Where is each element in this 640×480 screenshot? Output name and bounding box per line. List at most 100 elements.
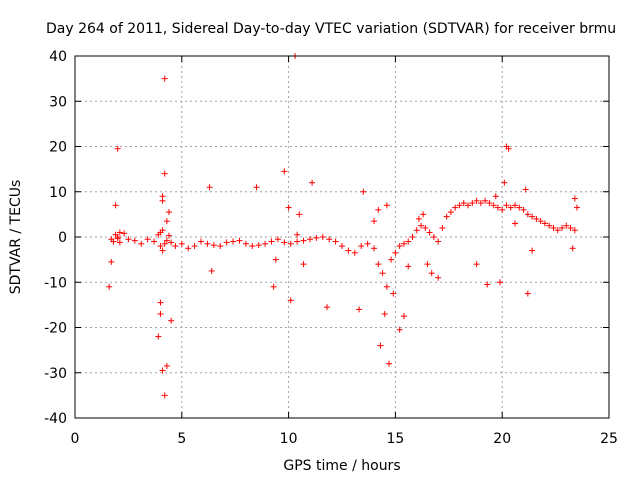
data-point — [159, 193, 166, 200]
data-point — [285, 204, 292, 211]
data-point — [405, 263, 412, 270]
data-point — [405, 238, 412, 245]
data-point — [482, 197, 489, 204]
data-point — [131, 237, 138, 244]
data-point — [541, 220, 548, 227]
data-point — [452, 204, 459, 211]
data-point — [529, 213, 536, 220]
data-point — [469, 200, 476, 207]
data-point — [208, 267, 215, 274]
data-point — [281, 168, 288, 175]
data-point — [125, 236, 132, 243]
data-point — [191, 243, 198, 250]
data-point — [287, 297, 294, 304]
data-point — [571, 227, 578, 234]
data-point — [392, 249, 399, 256]
data-point — [281, 239, 288, 246]
data-point — [112, 202, 119, 209]
data-point — [381, 310, 388, 317]
data-point — [230, 238, 237, 245]
data-point — [424, 261, 431, 268]
data-point — [473, 261, 480, 268]
y-tick-label: -10 — [44, 275, 67, 291]
data-point — [351, 249, 358, 256]
data-point — [178, 240, 185, 247]
data-point — [324, 304, 331, 311]
data-point — [439, 224, 446, 231]
x-tick-label: 25 — [600, 431, 618, 447]
data-point — [516, 204, 523, 211]
data-point — [159, 367, 166, 374]
data-point — [529, 247, 536, 254]
y-tick-label: -40 — [44, 411, 67, 427]
data-point — [388, 256, 395, 263]
data-point — [420, 211, 427, 218]
data-point — [418, 222, 425, 229]
data-point — [339, 243, 345, 250]
x-tick-label: 10 — [280, 431, 298, 447]
data-points — [106, 53, 580, 399]
data-point — [524, 290, 531, 297]
data-point — [520, 206, 527, 213]
data-point — [473, 197, 480, 204]
x-tick-label: 15 — [386, 431, 404, 447]
chart-title: Day 264 of 2011, Sidereal Day-to-day VTE… — [46, 21, 616, 37]
data-point — [379, 270, 386, 277]
data-point — [400, 313, 407, 320]
data-point — [567, 224, 574, 231]
data-point — [492, 193, 499, 200]
data-point — [268, 238, 275, 245]
y-tick-label: -30 — [44, 366, 67, 382]
data-point — [426, 229, 433, 236]
data-point — [287, 240, 294, 247]
data-point — [486, 200, 493, 207]
data-point — [573, 204, 580, 211]
x-axis-label: GPS time / hours — [283, 458, 400, 474]
data-point — [383, 202, 390, 209]
data-point — [272, 256, 279, 263]
data-point — [206, 184, 213, 191]
data-point — [217, 243, 224, 250]
data-point — [377, 342, 384, 349]
data-point — [390, 290, 397, 297]
data-point — [383, 283, 390, 290]
data-point — [253, 184, 260, 191]
data-point — [550, 224, 557, 231]
data-point — [447, 209, 454, 216]
data-point — [163, 218, 170, 225]
data-point — [512, 202, 519, 209]
data-point — [497, 279, 504, 286]
data-point — [400, 240, 407, 247]
y-tick-label: 10 — [49, 185, 67, 201]
data-point — [165, 209, 172, 216]
data-point — [249, 243, 256, 250]
data-point — [210, 242, 217, 249]
data-point — [563, 222, 570, 229]
data-point — [554, 227, 561, 234]
data-point — [168, 239, 175, 246]
data-point — [309, 179, 316, 186]
y-tick-label: 0 — [58, 230, 67, 246]
data-point — [236, 237, 243, 244]
data-point — [155, 333, 162, 340]
data-point — [262, 240, 269, 247]
x-tick-label: 0 — [71, 431, 80, 447]
data-point — [422, 224, 429, 231]
data-point — [116, 229, 123, 236]
data-point — [415, 215, 422, 222]
data-point — [319, 234, 326, 240]
data-point — [505, 145, 512, 152]
data-point — [151, 238, 158, 245]
data-point — [144, 236, 151, 243]
data-point — [428, 270, 435, 277]
data-point — [294, 238, 301, 245]
data-point — [110, 238, 117, 245]
data-point — [456, 202, 463, 209]
data-point — [503, 202, 510, 209]
data-point — [274, 236, 281, 243]
grid — [75, 56, 609, 418]
data-point — [522, 186, 529, 193]
data-point — [371, 245, 378, 252]
y-tick-label: 30 — [49, 94, 67, 110]
